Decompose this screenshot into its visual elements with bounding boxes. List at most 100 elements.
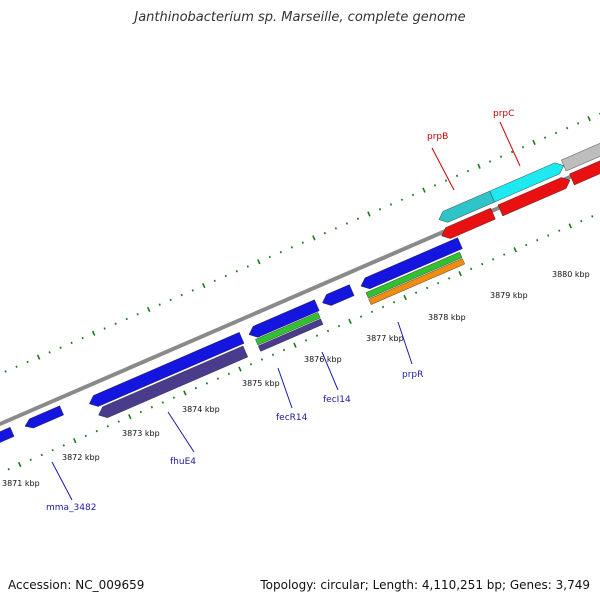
gene-feature-green[interactable]	[255, 312, 321, 346]
scale-tick	[84, 434, 87, 438]
scale-tick	[521, 145, 525, 149]
gene-feature-green[interactable]	[365, 251, 463, 299]
scale-tick	[282, 348, 286, 352]
scale-tick	[51, 448, 54, 452]
gene-feature-darkpurple[interactable]	[257, 318, 324, 352]
scale-tick	[513, 247, 517, 253]
scale-tick	[315, 334, 319, 337]
scale-label: 3880 kbp	[552, 270, 590, 279]
scale-tick	[268, 255, 271, 259]
gene-feature-red[interactable]	[497, 177, 571, 217]
scale-tick	[488, 160, 492, 163]
scale-tick	[158, 303, 161, 306]
scale-tick	[334, 227, 338, 230]
scale-tick	[7, 468, 10, 471]
scale-tick	[260, 358, 264, 361]
scale-tick	[444, 179, 448, 182]
scale-tick	[48, 351, 51, 354]
scale-label: 3872 kbp	[62, 453, 100, 462]
scale-tick	[91, 330, 96, 336]
scale-tick	[345, 222, 349, 225]
map-title: Janthinobacterium sp. Marseille, complet…	[134, 10, 466, 25]
accession-text: Accession: NC_009659	[8, 578, 145, 592]
gene-label: mma_3482	[46, 503, 96, 513]
gene-label: fhuE4	[170, 457, 196, 467]
scale-tick	[172, 396, 176, 399]
scale-tick	[367, 211, 371, 217]
scale-tick	[359, 315, 363, 318]
scale-tick	[136, 312, 139, 316]
scale-tick	[301, 241, 304, 244]
scale-tick	[348, 318, 352, 324]
gene-feature-grey[interactable]	[561, 131, 600, 172]
gene-feature-blue[interactable]	[89, 332, 245, 407]
scale-tick	[337, 324, 341, 328]
scale-tick	[466, 169, 470, 173]
gene-feature-blue[interactable]	[24, 405, 64, 429]
gene-feature-blue[interactable]	[248, 299, 320, 338]
gene-feature-blue[interactable]	[0, 426, 15, 445]
scale-tick	[378, 207, 382, 211]
scale-tick	[290, 246, 293, 249]
gene-feature-red[interactable]	[441, 207, 496, 239]
scale-tick	[26, 360, 29, 364]
gene-feature-blue[interactable]	[360, 237, 463, 290]
gene-label: fecR14	[276, 413, 308, 423]
gene-feature-red[interactable]	[569, 146, 600, 186]
scale-tick	[235, 270, 238, 273]
scale-tick	[227, 372, 231, 376]
gene-feature-darkpurple[interactable]	[98, 345, 249, 419]
scale-tick	[481, 262, 484, 266]
scale-tick	[323, 231, 327, 235]
scale-tick	[249, 363, 253, 366]
scale-tick	[558, 229, 561, 232]
scale-tick	[238, 366, 242, 372]
scale-tick	[15, 365, 18, 368]
gene-feature-orange[interactable]	[368, 258, 465, 305]
scale-tick	[492, 258, 495, 261]
scale-tick	[326, 329, 330, 333]
scale-tick	[293, 342, 297, 348]
gene-feature-blue[interactable]	[322, 284, 355, 306]
scale-tick	[568, 223, 572, 229]
gene-leader-line	[51, 461, 73, 501]
scale-tick	[70, 341, 73, 345]
scale-tick	[213, 279, 216, 283]
scale-tick	[370, 310, 374, 314]
scale-tick	[150, 406, 153, 409]
scale-tick	[532, 139, 536, 146]
scale-tick	[246, 265, 249, 268]
scale-tick	[17, 461, 22, 468]
scale-tick	[59, 346, 62, 349]
scale-tick	[146, 306, 151, 313]
gene-label: prpC	[493, 109, 514, 119]
scale-tick	[510, 150, 514, 154]
gene-leader-line	[431, 147, 455, 191]
scale-tick	[95, 429, 98, 433]
scale-tick	[422, 187, 426, 193]
scale-tick	[576, 122, 580, 125]
genome-summary-text: Topology: circular; Length: 4,110,251 bp…	[260, 578, 590, 592]
scale-tick	[536, 239, 539, 242]
gene-label: fecI14	[323, 395, 351, 405]
gene-feature-brightcyan[interactable]	[489, 162, 564, 203]
scale-label: 3877 kbp	[366, 334, 404, 343]
scale-tick	[81, 336, 84, 340]
scale-tick	[304, 339, 308, 342]
scale-tick	[224, 274, 227, 278]
scale-tick	[117, 420, 120, 423]
scale-tick	[114, 322, 117, 325]
scale-tick	[525, 243, 528, 247]
scale-tick	[169, 298, 172, 302]
scale-tick	[73, 438, 77, 444]
scale-tick	[4, 370, 7, 373]
scale-tick	[202, 282, 206, 289]
scale-tick	[257, 259, 261, 265]
scale-tick	[499, 155, 503, 158]
scale-tick	[470, 267, 473, 271]
scale-tick	[216, 377, 220, 380]
scale-tick	[400, 198, 404, 201]
scale-tick	[477, 163, 481, 169]
scale-tick	[547, 234, 550, 237]
